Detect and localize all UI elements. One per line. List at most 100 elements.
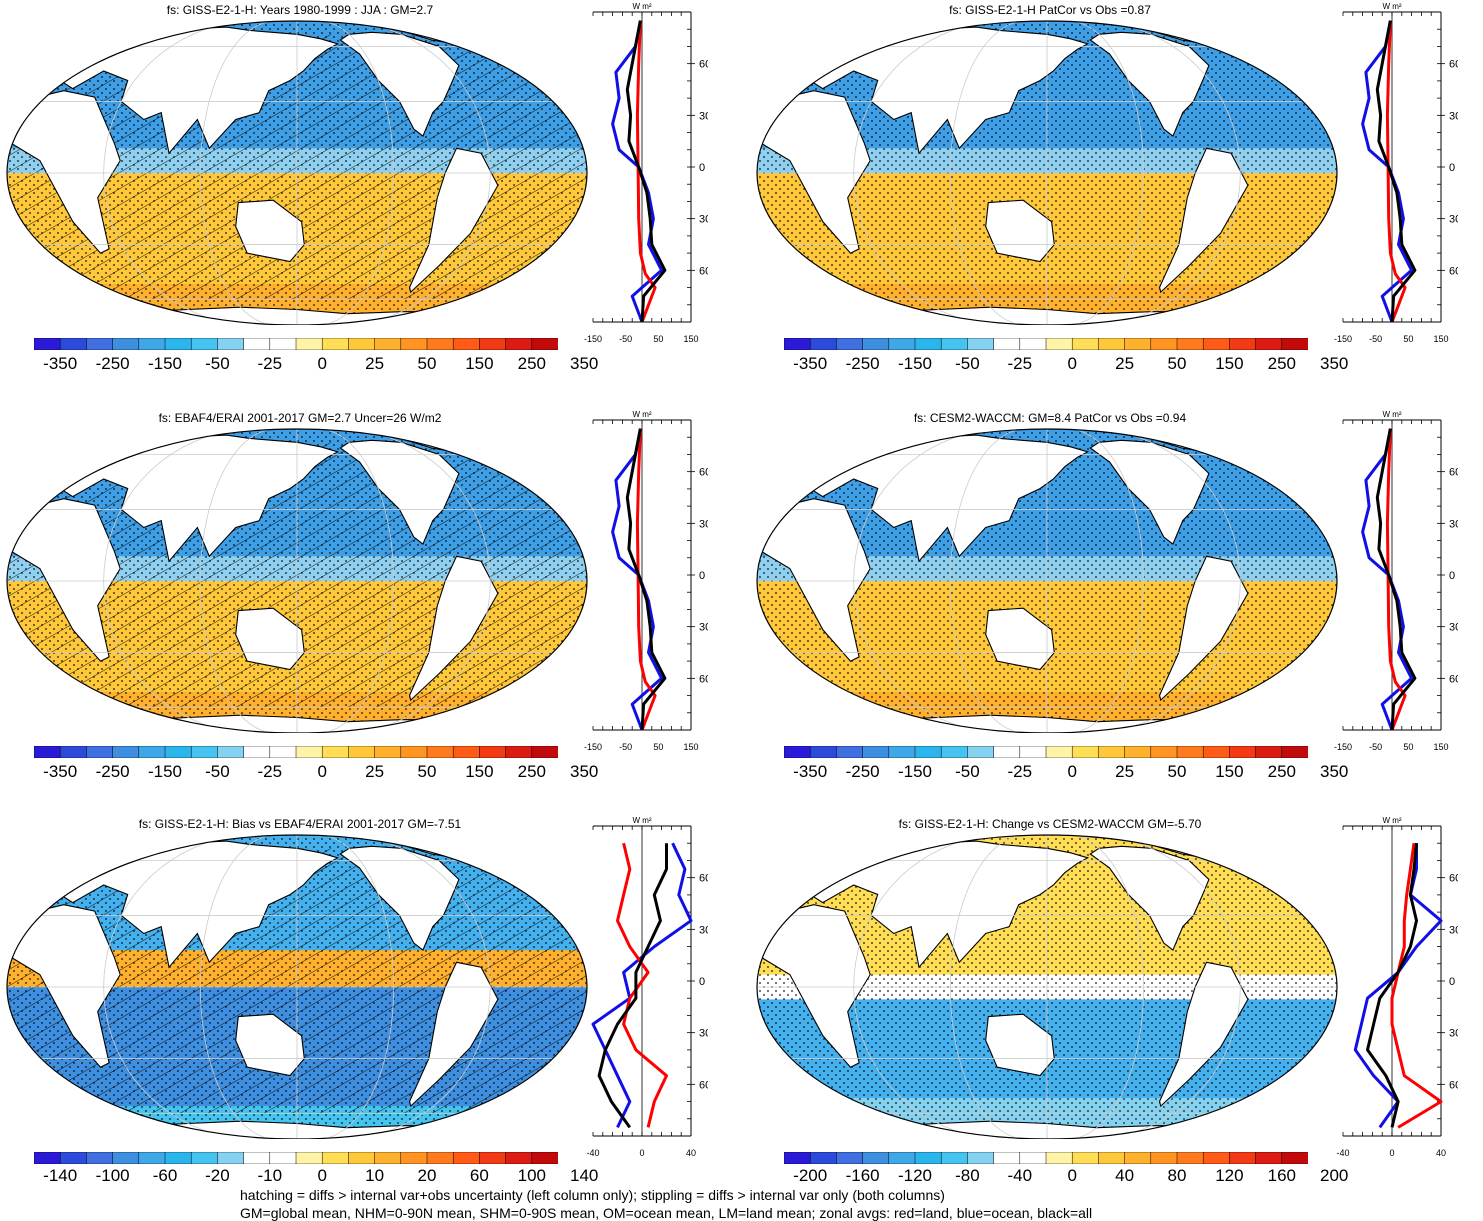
colorbar-swatch — [295, 1152, 323, 1164]
colorbar-swatch — [452, 338, 480, 350]
colorbar-tick-label: -20 — [205, 1166, 230, 1185]
colorbar-swatch — [1229, 746, 1257, 758]
colorbar-tick-label: 60 — [469, 1166, 489, 1185]
zonal-lat-label: 60S — [1449, 1079, 1458, 1091]
colorbar-swatch — [190, 1152, 218, 1164]
colorbar-swatch — [452, 746, 480, 758]
zonal-x-tick-label: -150 — [1334, 742, 1352, 752]
colorbar-swatch — [243, 1152, 271, 1164]
colorbar-swatch — [967, 1152, 995, 1164]
colorbar-swatch — [217, 338, 245, 350]
colorbar-tick-label: -250 — [95, 354, 130, 373]
colorbar-tick-label: -350 — [793, 762, 828, 781]
continent-australia — [985, 199, 1055, 263]
colorbar-swatch — [940, 1152, 968, 1164]
colorbar-tick-label: -150 — [897, 354, 933, 373]
zonal-x-tick-label: -150 — [1334, 334, 1352, 344]
colorbar-tick-label: 25 — [365, 354, 385, 373]
continent-samerica — [1159, 147, 1249, 294]
colorbar — [784, 338, 1308, 350]
zonal-x-tick-label: 150 — [683, 742, 698, 752]
zonal-lat-label: 30N — [1449, 518, 1458, 530]
colorbar-tick-label: -50 — [205, 762, 230, 781]
colorbar-tick-label: -250 — [845, 762, 880, 781]
zonal-line-ocean — [591, 842, 693, 1129]
colorbar — [34, 746, 558, 758]
colorbar-swatch — [190, 746, 218, 758]
colorbar-tick-label: -350 — [43, 762, 78, 781]
colorbar-swatch — [348, 1152, 376, 1164]
colorbar-tick-label: -150 — [147, 354, 183, 373]
world-map — [756, 428, 1338, 733]
continent-samerica — [1159, 961, 1249, 1108]
colorbar-tick-label: -25 — [1007, 354, 1033, 373]
continent-australia — [235, 607, 305, 671]
colorbar-swatch — [1229, 338, 1257, 350]
world-map — [756, 834, 1338, 1139]
colorbar-swatch — [1098, 1152, 1126, 1164]
colorbar-tick-label: 0 — [317, 1166, 327, 1185]
colorbar-tick-label: -50 — [955, 354, 980, 373]
colorbar-swatch — [1255, 1152, 1283, 1164]
colorbar-swatch — [112, 1152, 140, 1164]
panel-title: fs: CESM2-WACCM: GM=8.4 PatCor vs Obs =0… — [913, 411, 1187, 425]
colorbar-tick-label: -200 — [793, 1166, 828, 1185]
colorbar-swatch — [888, 746, 916, 758]
colorbar-tick-label: -25 — [257, 762, 283, 781]
zonal-lat-label: 30S — [1449, 214, 1458, 226]
colorbar-tick-label: 0 — [317, 762, 327, 781]
colorbar-swatch — [1176, 338, 1204, 350]
zonal-mean-plot: W m² -150 -50 50 150 60N 30N 0 30S 60S — [1334, 410, 1458, 752]
colorbar-swatch — [505, 1152, 533, 1164]
zonal-lat-label: 60N — [699, 873, 708, 885]
colorbar-swatch — [784, 1152, 811, 1164]
colorbar-tick-label: -350 — [43, 354, 78, 373]
colorbar-swatch — [1019, 1152, 1047, 1164]
colorbar-swatch — [348, 746, 376, 758]
colorbar-tick-label: 150 — [465, 354, 494, 373]
continent-samerica — [409, 147, 499, 294]
zonal-x-tick-label: -150 — [584, 742, 602, 752]
colorbar-tick-label: -160 — [845, 1166, 880, 1185]
colorbar-swatch — [1045, 338, 1073, 350]
colorbar-swatch — [1045, 1152, 1073, 1164]
zonal-mean-plot: W m² -150 -50 50 150 60N 30N 0 30S 60S — [584, 2, 708, 344]
colorbar-tick-label: 25 — [1115, 354, 1135, 373]
colorbar-swatch — [426, 746, 454, 758]
colorbar-swatch — [479, 338, 507, 350]
colorbar-tick-label: -25 — [1007, 762, 1033, 781]
continent-eurasia — [809, 840, 1090, 969]
zonal-units-label: W m² — [1382, 2, 1401, 11]
zonal-lat-label: 30S — [1449, 622, 1458, 634]
colorbar-swatch — [243, 746, 271, 758]
colorbar-swatch — [1176, 1152, 1204, 1164]
colorbar-swatch — [784, 746, 811, 758]
colorbar-tick-label: 25 — [1115, 762, 1135, 781]
colorbar-swatch — [1255, 746, 1283, 758]
zonal-lat-label: 60N — [1449, 59, 1458, 71]
colorbar-tick-label: -10 — [257, 1166, 283, 1185]
colorbar-swatch — [243, 338, 271, 350]
colorbar-swatch — [1255, 338, 1283, 350]
colorbar-swatch — [862, 746, 890, 758]
zonal-line-land — [635, 20, 657, 323]
continent-samerica — [1159, 555, 1249, 702]
zonal-x-tick-label: 50 — [1403, 334, 1413, 344]
colorbar-swatch — [809, 338, 837, 350]
colorbar-tick-label: 250 — [517, 762, 546, 781]
colorbar — [784, 746, 1308, 758]
colorbar-swatch — [269, 1152, 297, 1164]
colorbar-tick-label: -50 — [955, 762, 980, 781]
continent-eurasia — [809, 26, 1090, 155]
colorbar-swatch — [269, 746, 297, 758]
colorbar-tick-label: 140 — [570, 1166, 599, 1185]
continent-eurasia — [59, 434, 340, 563]
zonal-x-tick-label: -150 — [584, 334, 602, 344]
zonal-lat-label: 60S — [699, 673, 708, 685]
zonal-mean-plot: W m² -40 0 40 60N 30N 0 30S 60S — [1336, 816, 1458, 1158]
colorbar-labels: -350 -250 -150 -50 -25 0 25 50 150 250 350 — [784, 762, 1348, 784]
colorbar-swatch — [967, 338, 995, 350]
colorbar-swatch — [138, 338, 166, 350]
zonal-x-tick-label: -50 — [619, 742, 632, 752]
zonal-mean-plot: W m² -40 0 40 60N 30N 0 30S 60S — [586, 816, 708, 1158]
